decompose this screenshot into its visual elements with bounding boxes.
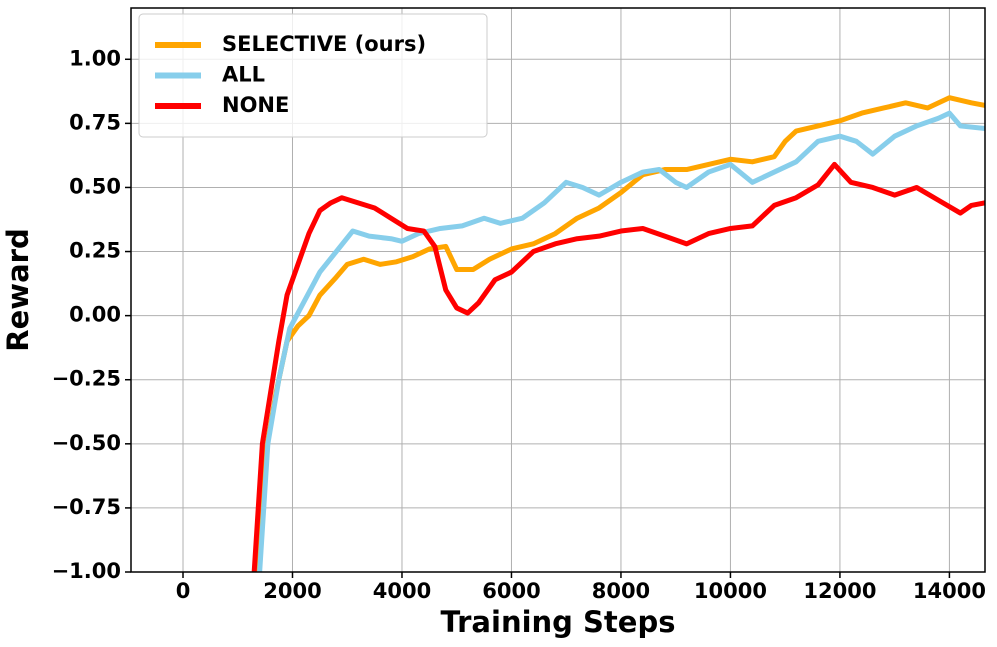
- legend: SELECTIVE (ours) ALL NONE: [138, 13, 488, 138]
- ticks: 0 2000 4000 6000 8000 10000 12000 14000 −1.00 −0.…: [52, 46, 986, 603]
- legend-label: ALL: [222, 63, 265, 87]
- legend-label: NONE: [222, 93, 289, 117]
- x-tick-label: 4000: [373, 579, 431, 603]
- y-tick-label: −0.75: [52, 495, 121, 519]
- x-tick-label: 6000: [482, 579, 540, 603]
- y-tick-label: −0.25: [52, 367, 121, 391]
- x-tick-label: 10000: [694, 579, 767, 603]
- x-tick-label: 14000: [913, 579, 986, 603]
- plot-lines: [251, 95, 985, 572]
- series-line: [251, 161, 985, 572]
- x-tick-label: 12000: [803, 579, 876, 603]
- y-tick-label: 0.00: [69, 303, 121, 327]
- x-tick-label: 0: [176, 579, 191, 603]
- series-line: [257, 110, 985, 572]
- x-axis-label: Training Steps: [441, 605, 676, 639]
- plot-frame: [130, 7, 986, 573]
- y-tick-label: −1.00: [52, 559, 121, 583]
- x-tick-label: 8000: [592, 579, 650, 603]
- y-tick-label: 1.00: [69, 46, 121, 70]
- y-tick-label: 0.75: [69, 110, 121, 134]
- x-tick-label: 2000: [263, 579, 321, 603]
- legend-label: SELECTIVE (ours): [222, 32, 426, 56]
- y-tick-label: 0.25: [69, 239, 121, 263]
- series-line: [254, 95, 985, 572]
- y-tick-label: −0.50: [52, 431, 121, 455]
- legend-box: [138, 13, 488, 138]
- y-tick-label: 0.50: [69, 174, 121, 198]
- y-axis-label: Reward: [1, 228, 35, 351]
